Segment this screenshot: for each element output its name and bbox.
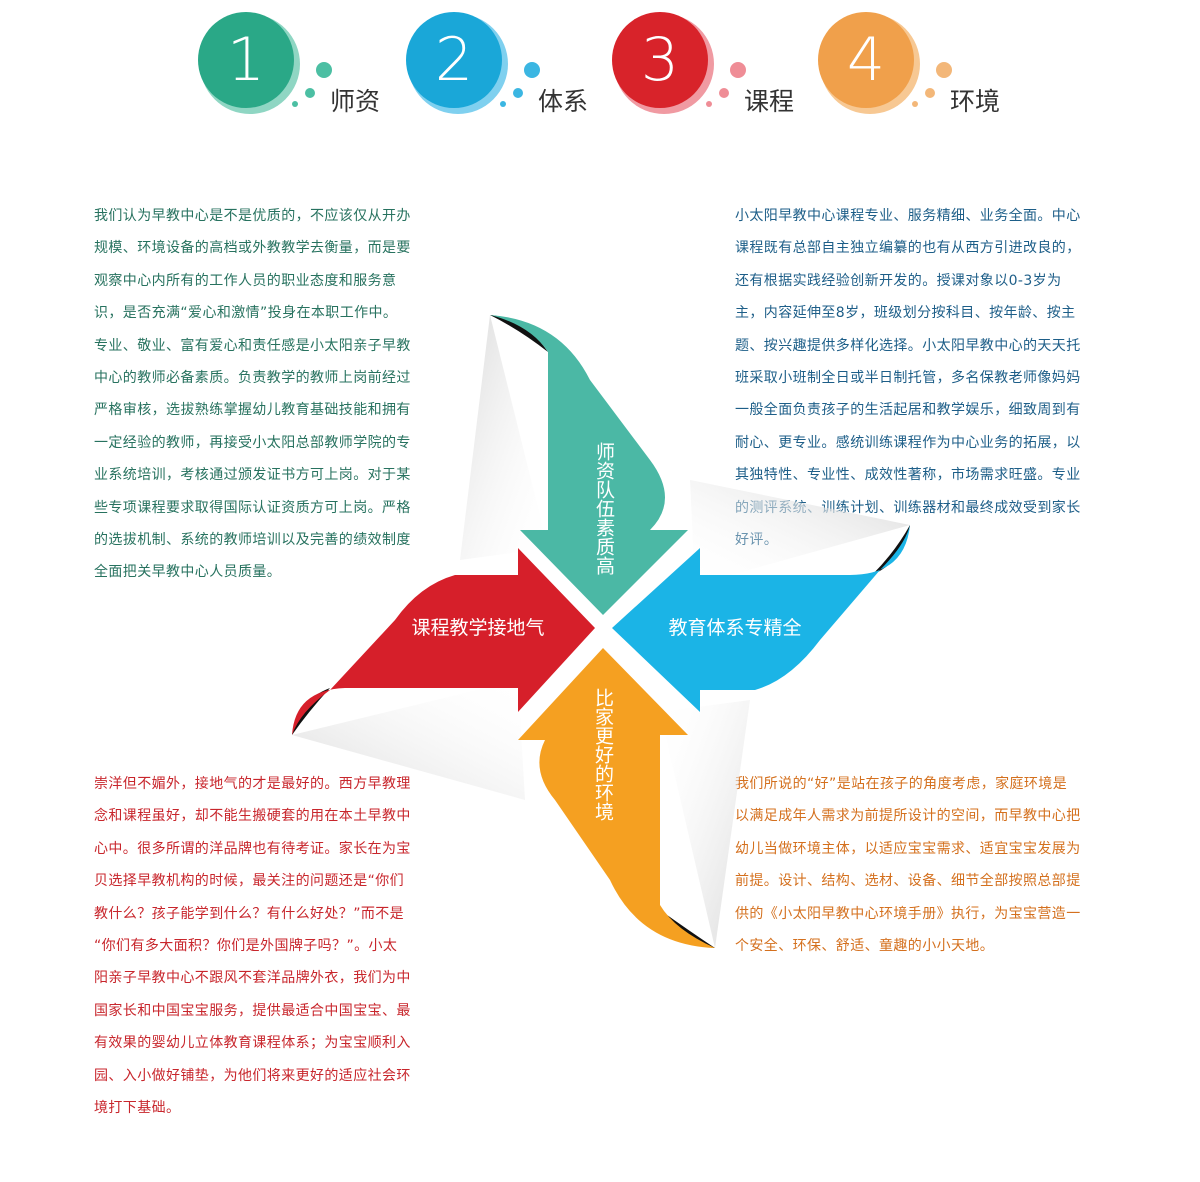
text-line: 全面把关早教中心人员质量。 — [94, 564, 282, 581]
system-arrow-label: 教育体系专精全 — [668, 617, 801, 639]
teachers-arrow — [490, 315, 688, 615]
curriculum-arrow-label: 课程教学接地气 — [411, 617, 544, 639]
decor-dot — [292, 101, 298, 107]
number-circle-3: 3 — [612, 12, 708, 108]
decor-dot — [500, 101, 506, 107]
text-line: 些专项课程要求取得国际认证资质方可上岗。严格 — [94, 499, 411, 516]
text-line: 供的《小太阳早教中心环境手册》执行，为宝宝营造一 — [735, 905, 1081, 922]
badge-number: 2 — [434, 25, 474, 95]
text-line: 题、按兴趣提供多样化选择。小太阳早教中心的天天托 — [735, 337, 1081, 354]
decor-dot — [305, 88, 315, 98]
badge-number: 4 — [846, 25, 886, 95]
text-line: 我们所说的“好”是站在孩子的角度考虑，家庭环境是 — [735, 776, 1068, 792]
text-line: 有效果的婴幼儿立体教育课程体系；为宝宝顺利入 — [94, 1035, 411, 1052]
shadow-fan-top — [460, 315, 548, 560]
curriculum-arrow — [292, 548, 595, 735]
decor-dot — [316, 62, 332, 78]
decor-dot — [719, 88, 729, 98]
curriculum-paragraph: 崇洋但不媚外，接地气的才是最好的。西方早教理 念和课程虽好，却不能生搬硬套的用在… — [94, 768, 454, 1124]
text-line: 其独特性、专业性、成效性著称，市场需求旺盛。专业 — [735, 467, 1081, 484]
text-line: 以满足成年人需求为前提所设计的空间，而早教中心把 — [735, 808, 1081, 825]
text-line: 小太阳早教中心课程专业、服务精细、业务全面。中心 — [735, 208, 1081, 224]
text-line: 主，内容延伸至8岁，班级划分按科目、按年龄、按主 — [735, 305, 1076, 322]
badge-environment: 4 环境 — [818, 12, 1028, 132]
badge-number: 3 — [640, 25, 680, 95]
text-line: 专业、敬业、富有爱心和责任感是小太阳亲子早教 — [94, 337, 411, 354]
decor-dot — [524, 62, 540, 78]
text-line: 还有根据实践经验创新开发的。授课对象以0-3岁为 — [735, 272, 1062, 289]
text-line: 课程既有总部自主独立编纂的也有从西方引进改良的， — [735, 240, 1081, 257]
text-line: 的选拔机制、系统的教师培训以及完善的绩效制度 — [94, 532, 411, 549]
badge-label: 课程 — [744, 87, 795, 116]
decor-dot — [730, 62, 746, 78]
text-line: 我们认为早教中心是不是优质的，不应该仅从开办 — [94, 208, 411, 224]
badge-label: 师资 — [330, 87, 381, 116]
badge-label: 环境 — [950, 87, 1001, 116]
shadow-fan-right — [690, 480, 910, 585]
text-line: “你们有多大面积？你们是外国牌子吗？”。小太 — [94, 938, 398, 955]
text-line: 心中。很多所谓的洋品牌也有待考证。家长在为宝 — [94, 840, 411, 857]
decor-dot — [912, 101, 918, 107]
number-circle-2: 2 — [406, 12, 502, 108]
text-line: 国家长和中国宝宝服务，提供最适合中国宝宝、最 — [94, 1002, 411, 1019]
decor-dot — [925, 88, 935, 98]
system-arrow — [612, 525, 910, 712]
shadow-fan-left — [292, 680, 525, 800]
text-line: 园、入小做好铺垫，为他们将来更好的适应社会环 — [94, 1067, 411, 1084]
text-line: 境打下基础。 — [94, 1100, 181, 1117]
badge-teachers: 1 师资 — [198, 12, 408, 132]
text-line: 幼儿当做环境主体，以适应宝宝需求、适宜宝宝发展为 — [735, 840, 1081, 857]
text-line: 班采取小班制全日或半日制托管，多名保教老师像妈妈 — [735, 370, 1081, 387]
text-line: 一定经验的教师，再接受小太阳总部教师学院的专 — [94, 434, 411, 451]
teachers-paragraph: 我们认为早教中心是不是优质的，不应该仅从开办 规模、环境设备的高档或外教教学去衡… — [94, 200, 454, 589]
decor-dot — [513, 88, 523, 98]
text-line: 规模、环境设备的高档或外教教学去衡量，而是要 — [94, 240, 411, 257]
text-line: 中心的教师必备素质。负责教学的教师上岗前经过 — [94, 370, 411, 387]
teachers-arrow-label: 师资队伍素质高 — [593, 442, 615, 575]
number-circle-1: 1 — [198, 12, 294, 108]
text-line: 业系统培训，考核通过颁发证书方可上岗。对于某 — [94, 467, 411, 484]
decor-dot — [936, 62, 952, 78]
text-line: 阳亲子早教中心不跟风不套洋品牌外衣，我们为中 — [94, 970, 411, 987]
text-line: 耐心、更专业。感统训练课程作为中心业务的拓展，以 — [735, 434, 1081, 451]
shadow-fan-bottom — [660, 700, 750, 948]
text-line: 贝选择早教机构的时候，最关注的问题还是“你们 — [94, 873, 405, 890]
text-line: 前提。设计、结构、选材、设备、细节全部按照总部提 — [735, 873, 1081, 890]
pinwheel-diagram: 师资队伍素质高 教育体系专精全 比家更好的环境 课程教学接地气 — [292, 315, 910, 948]
environment-arrow — [518, 648, 715, 948]
badge-number: 1 — [226, 25, 266, 95]
text-line: 念和课程虽好，却不能生搬硬套的用在本土早教中 — [94, 808, 411, 825]
text-line: 观察中心内所有的工作人员的职业态度和服务意 — [94, 272, 397, 289]
text-line: 教什么？孩子能学到什么？有什么好处？”而不是 — [94, 905, 405, 922]
badge-label: 体系 — [538, 87, 589, 116]
environment-arrow-label: 比家更好的环境 — [592, 688, 614, 821]
badge-system: 2 体系 — [406, 12, 616, 132]
badge-curriculum: 3 课程 — [612, 12, 822, 132]
text-line: 个安全、环保、舒适、童趣的小小天地。 — [735, 938, 995, 955]
text-line: 崇洋但不媚外，接地气的才是最好的。西方早教理 — [94, 776, 411, 792]
environment-paragraph: 我们所说的“好”是站在孩子的角度考虑，家庭环境是 以满足成年人需求为前提所设计的… — [735, 768, 1135, 962]
text-line: 一般全面负责孩子的生活起居和教学娱乐，细致周到有 — [735, 402, 1081, 419]
number-circle-4: 4 — [818, 12, 914, 108]
text-line: 严格审核，选拔熟练掌握幼儿教育基础技能和拥有 — [94, 402, 411, 419]
text-line: 识，是否充满“爱心和激情”投身在本职工作中。 — [94, 305, 398, 322]
decor-dot — [706, 101, 712, 107]
